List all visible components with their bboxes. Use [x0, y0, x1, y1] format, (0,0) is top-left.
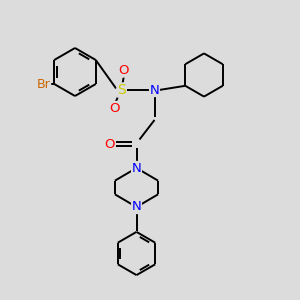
Text: N: N: [132, 200, 141, 214]
Text: S: S: [117, 83, 126, 97]
Text: Br: Br: [37, 77, 51, 91]
Text: O: O: [119, 64, 129, 77]
Text: O: O: [109, 101, 119, 115]
Text: O: O: [104, 137, 115, 151]
Text: N: N: [132, 161, 141, 175]
Text: N: N: [150, 83, 159, 97]
